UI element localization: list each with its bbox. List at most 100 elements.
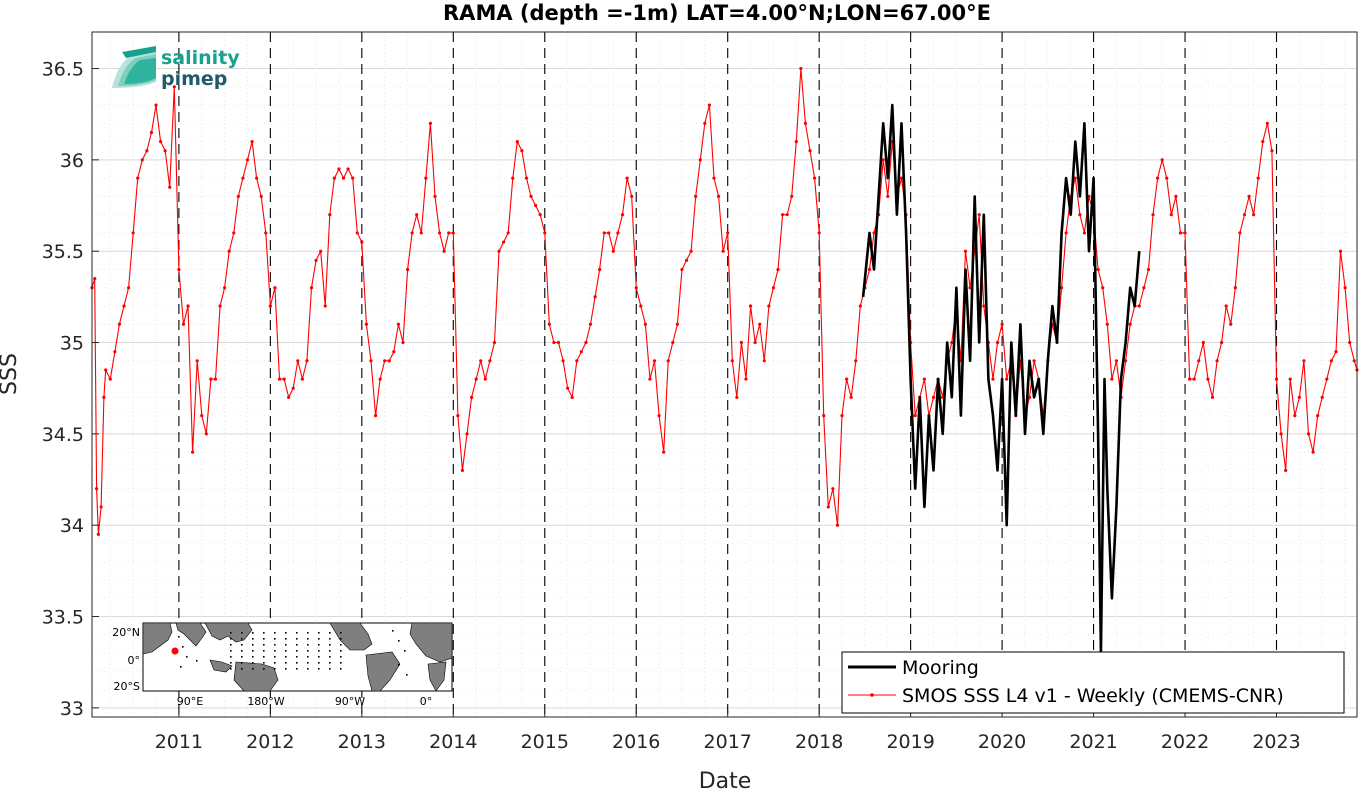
inset-map-dot bbox=[182, 646, 184, 648]
smos-series-point bbox=[236, 194, 240, 198]
smos-series-point bbox=[872, 231, 876, 235]
smos-series-point bbox=[881, 158, 885, 162]
smos-series-point bbox=[1183, 231, 1187, 235]
smos-series-point bbox=[712, 176, 716, 180]
chart-title: RAMA (depth =-1m) LAT=4.00°N;LON=67.00°E bbox=[443, 1, 991, 25]
smos-series-point bbox=[159, 140, 163, 144]
inset-map-dot bbox=[329, 650, 331, 652]
y-tick-label: 35 bbox=[60, 333, 84, 355]
smos-series-point bbox=[579, 350, 583, 354]
smos-series-point bbox=[250, 140, 254, 144]
inset-map-dot bbox=[329, 668, 331, 670]
smos-series-point bbox=[140, 158, 144, 162]
smos-series-point bbox=[511, 176, 515, 180]
smos-series-point bbox=[671, 340, 675, 345]
inset-ytick-0: 0° bbox=[128, 654, 141, 667]
smos-series-point bbox=[232, 231, 236, 235]
smos-series-point bbox=[1005, 377, 1009, 381]
smos-series-point bbox=[707, 103, 712, 107]
y-tick-label: 33 bbox=[60, 698, 84, 720]
inset-map-dot bbox=[307, 638, 309, 640]
inset-map-dot bbox=[274, 638, 276, 640]
smos-series-point bbox=[387, 359, 391, 363]
smos-series-point bbox=[1233, 286, 1237, 290]
smos-series-point bbox=[1110, 377, 1114, 381]
smos-series-point bbox=[771, 286, 776, 290]
smos-series-point bbox=[1000, 322, 1004, 326]
smos-series-point bbox=[1082, 231, 1087, 235]
smos-series-point bbox=[1284, 468, 1288, 472]
x-tick-label: 2013 bbox=[338, 731, 386, 753]
inset-map-dot bbox=[252, 644, 254, 646]
smos-series-point bbox=[383, 359, 387, 363]
inset-map-dot bbox=[274, 650, 276, 652]
smos-series-point bbox=[982, 304, 986, 308]
legend-smos-marker bbox=[870, 693, 874, 697]
smos-series-point bbox=[634, 286, 638, 290]
smos-series-point bbox=[753, 340, 757, 345]
smos-series-point bbox=[497, 249, 501, 253]
mooring-series-line bbox=[861, 103, 1141, 655]
smos-series-point bbox=[1128, 322, 1132, 326]
smos-series-point bbox=[131, 231, 135, 235]
inset-map-dot bbox=[178, 636, 180, 638]
smos-series-point bbox=[1329, 359, 1333, 363]
inset-map-dot bbox=[398, 664, 400, 666]
inset-map-dot bbox=[241, 638, 243, 640]
smos-series-point bbox=[314, 258, 318, 262]
smos-series-point bbox=[172, 85, 176, 89]
smos-series-point bbox=[1242, 213, 1247, 217]
smos-series-point bbox=[826, 505, 830, 509]
smos-series-point bbox=[552, 340, 556, 345]
inset-map-dot bbox=[318, 638, 320, 640]
smos-series-point bbox=[277, 377, 282, 381]
smos-series-point bbox=[607, 231, 611, 235]
legend-mooring-label: Mooring bbox=[902, 657, 979, 679]
smos-series-point bbox=[1210, 395, 1215, 399]
smos-series-point bbox=[373, 414, 378, 418]
inset-map-dot bbox=[307, 668, 309, 670]
smos-series-point bbox=[191, 450, 195, 454]
inset-map-dot bbox=[318, 644, 320, 646]
inset-map-dot bbox=[230, 668, 232, 670]
smos-series-point bbox=[716, 194, 721, 198]
smos-series-point bbox=[104, 368, 108, 372]
inset-map-dot bbox=[318, 662, 320, 664]
smos-series-point bbox=[163, 149, 167, 153]
y-axis-label: SSS bbox=[0, 353, 22, 395]
inset-map-dot bbox=[186, 656, 188, 658]
smos-series-point bbox=[1252, 213, 1256, 217]
smos-series-point bbox=[1320, 395, 1324, 399]
smos-series-point bbox=[259, 194, 263, 198]
smos-series-point bbox=[1215, 359, 1219, 363]
smos-series-point bbox=[364, 322, 369, 326]
inset-map-dot bbox=[340, 650, 342, 652]
smos-series-point bbox=[1064, 231, 1068, 235]
smos-series-point bbox=[1142, 286, 1146, 290]
smos-series-point bbox=[1302, 359, 1306, 363]
smos-series-point bbox=[108, 377, 112, 381]
smos-series-point bbox=[817, 231, 821, 235]
inset-map-dot bbox=[263, 650, 265, 652]
inset-map-dot bbox=[285, 632, 287, 634]
smos-series-point bbox=[767, 304, 771, 308]
inset-map-dot bbox=[252, 656, 254, 658]
smos-series-point bbox=[1096, 267, 1100, 272]
smos-series-point bbox=[113, 350, 117, 354]
smos-series-point bbox=[488, 359, 492, 363]
smos-series-point bbox=[657, 414, 661, 418]
inset-map-dot bbox=[340, 668, 342, 670]
smos-series-point bbox=[931, 395, 936, 399]
smos-series-point bbox=[319, 249, 323, 253]
inset-map-dot bbox=[263, 644, 265, 646]
inset-map-dot bbox=[241, 632, 243, 634]
smos-series-point bbox=[666, 359, 670, 363]
smos-series-point bbox=[323, 304, 327, 308]
smos-series-point bbox=[1288, 377, 1292, 381]
y-tick-label: 35.5 bbox=[42, 241, 84, 263]
smos-series-point bbox=[1169, 213, 1173, 217]
smos-series-point bbox=[209, 377, 213, 381]
y-tick-label: 34 bbox=[60, 515, 84, 537]
y-axis-ticks: 33 33.5 34 34.5 35 35.5 36 36.5 bbox=[42, 59, 99, 720]
inset-location-map: 20°N 0° 20°S 90°E 180°W 90°W 0° bbox=[112, 622, 453, 708]
